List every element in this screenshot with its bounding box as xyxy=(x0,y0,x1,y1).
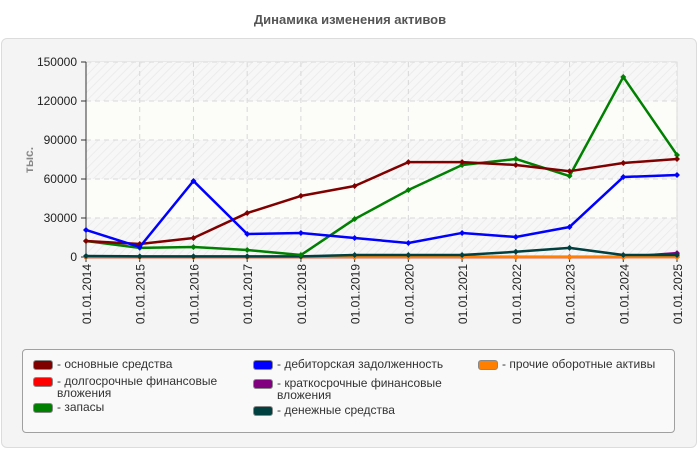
x-tick-label: 01.01.2022 xyxy=(510,264,524,324)
y-tick-label: 30000 xyxy=(44,211,78,225)
x-tick-label: 01.01.2015 xyxy=(134,264,148,324)
x-tick-label: 01.01.2020 xyxy=(402,264,416,324)
legend-item-inventory: - запасы xyxy=(33,401,104,413)
x-tick-label: 01.01.2021 xyxy=(456,264,470,324)
legend-item-long-term-investments: - долгосрочные финансовые вложения xyxy=(33,375,217,399)
legend-swatch xyxy=(253,406,273,416)
x-tick-label: 01.01.2014 xyxy=(80,264,94,324)
legend-item-short-term-investments: - краткосрочные финансовые вложения xyxy=(253,377,442,401)
plot-background xyxy=(85,61,678,258)
y-axis-title: тыс. xyxy=(22,147,36,173)
x-tick-label: 01.01.2023 xyxy=(564,264,578,324)
legend-item-cash: - денежные средства xyxy=(253,404,395,416)
legend-swatch xyxy=(33,377,53,387)
x-axis-labels: 01.01.2014 01.01.2015 01.01.2016 01.01.2017… xyxy=(80,264,685,324)
legend: - основные средства - долгосрочные финан… xyxy=(22,349,675,433)
legend-swatch xyxy=(33,360,53,370)
x-tick-label: 01.01.2019 xyxy=(349,264,363,324)
chart-title: Динамика изменения активов xyxy=(253,12,447,27)
y-tick-label: 150000 xyxy=(37,55,77,69)
x-tick-label: 01.01.2024 xyxy=(617,264,631,324)
legend-item-fixed-assets: - основные средства xyxy=(33,358,172,370)
legend-swatch xyxy=(253,360,273,370)
series-line xyxy=(83,244,680,260)
x-tick-label: 01.01.2017 xyxy=(241,264,255,324)
legend-swatch xyxy=(33,403,53,413)
y-tick-label: 120000 xyxy=(37,94,77,108)
series-line xyxy=(83,171,680,250)
legend-item-other-current-assets: - прочие оборотные активы xyxy=(478,358,655,370)
series-line xyxy=(83,73,680,259)
y-tick-label: 90000 xyxy=(44,133,78,147)
legend-item-receivables: - дебиторская задолженность xyxy=(253,358,443,370)
legend-swatch xyxy=(478,360,498,370)
legend-swatch xyxy=(253,379,273,389)
y-tick-label: 60000 xyxy=(44,172,78,186)
y-axis-labels: 0 30000 60000 90000 120000 150000 xyxy=(37,55,77,264)
series-lines xyxy=(83,73,680,260)
x-tick-label: 01.01.2025 xyxy=(671,264,685,324)
x-tick-label: 01.01.2016 xyxy=(187,264,201,324)
y-tick-label: 0 xyxy=(70,250,77,264)
x-tick-label: 01.01.2018 xyxy=(295,264,309,324)
